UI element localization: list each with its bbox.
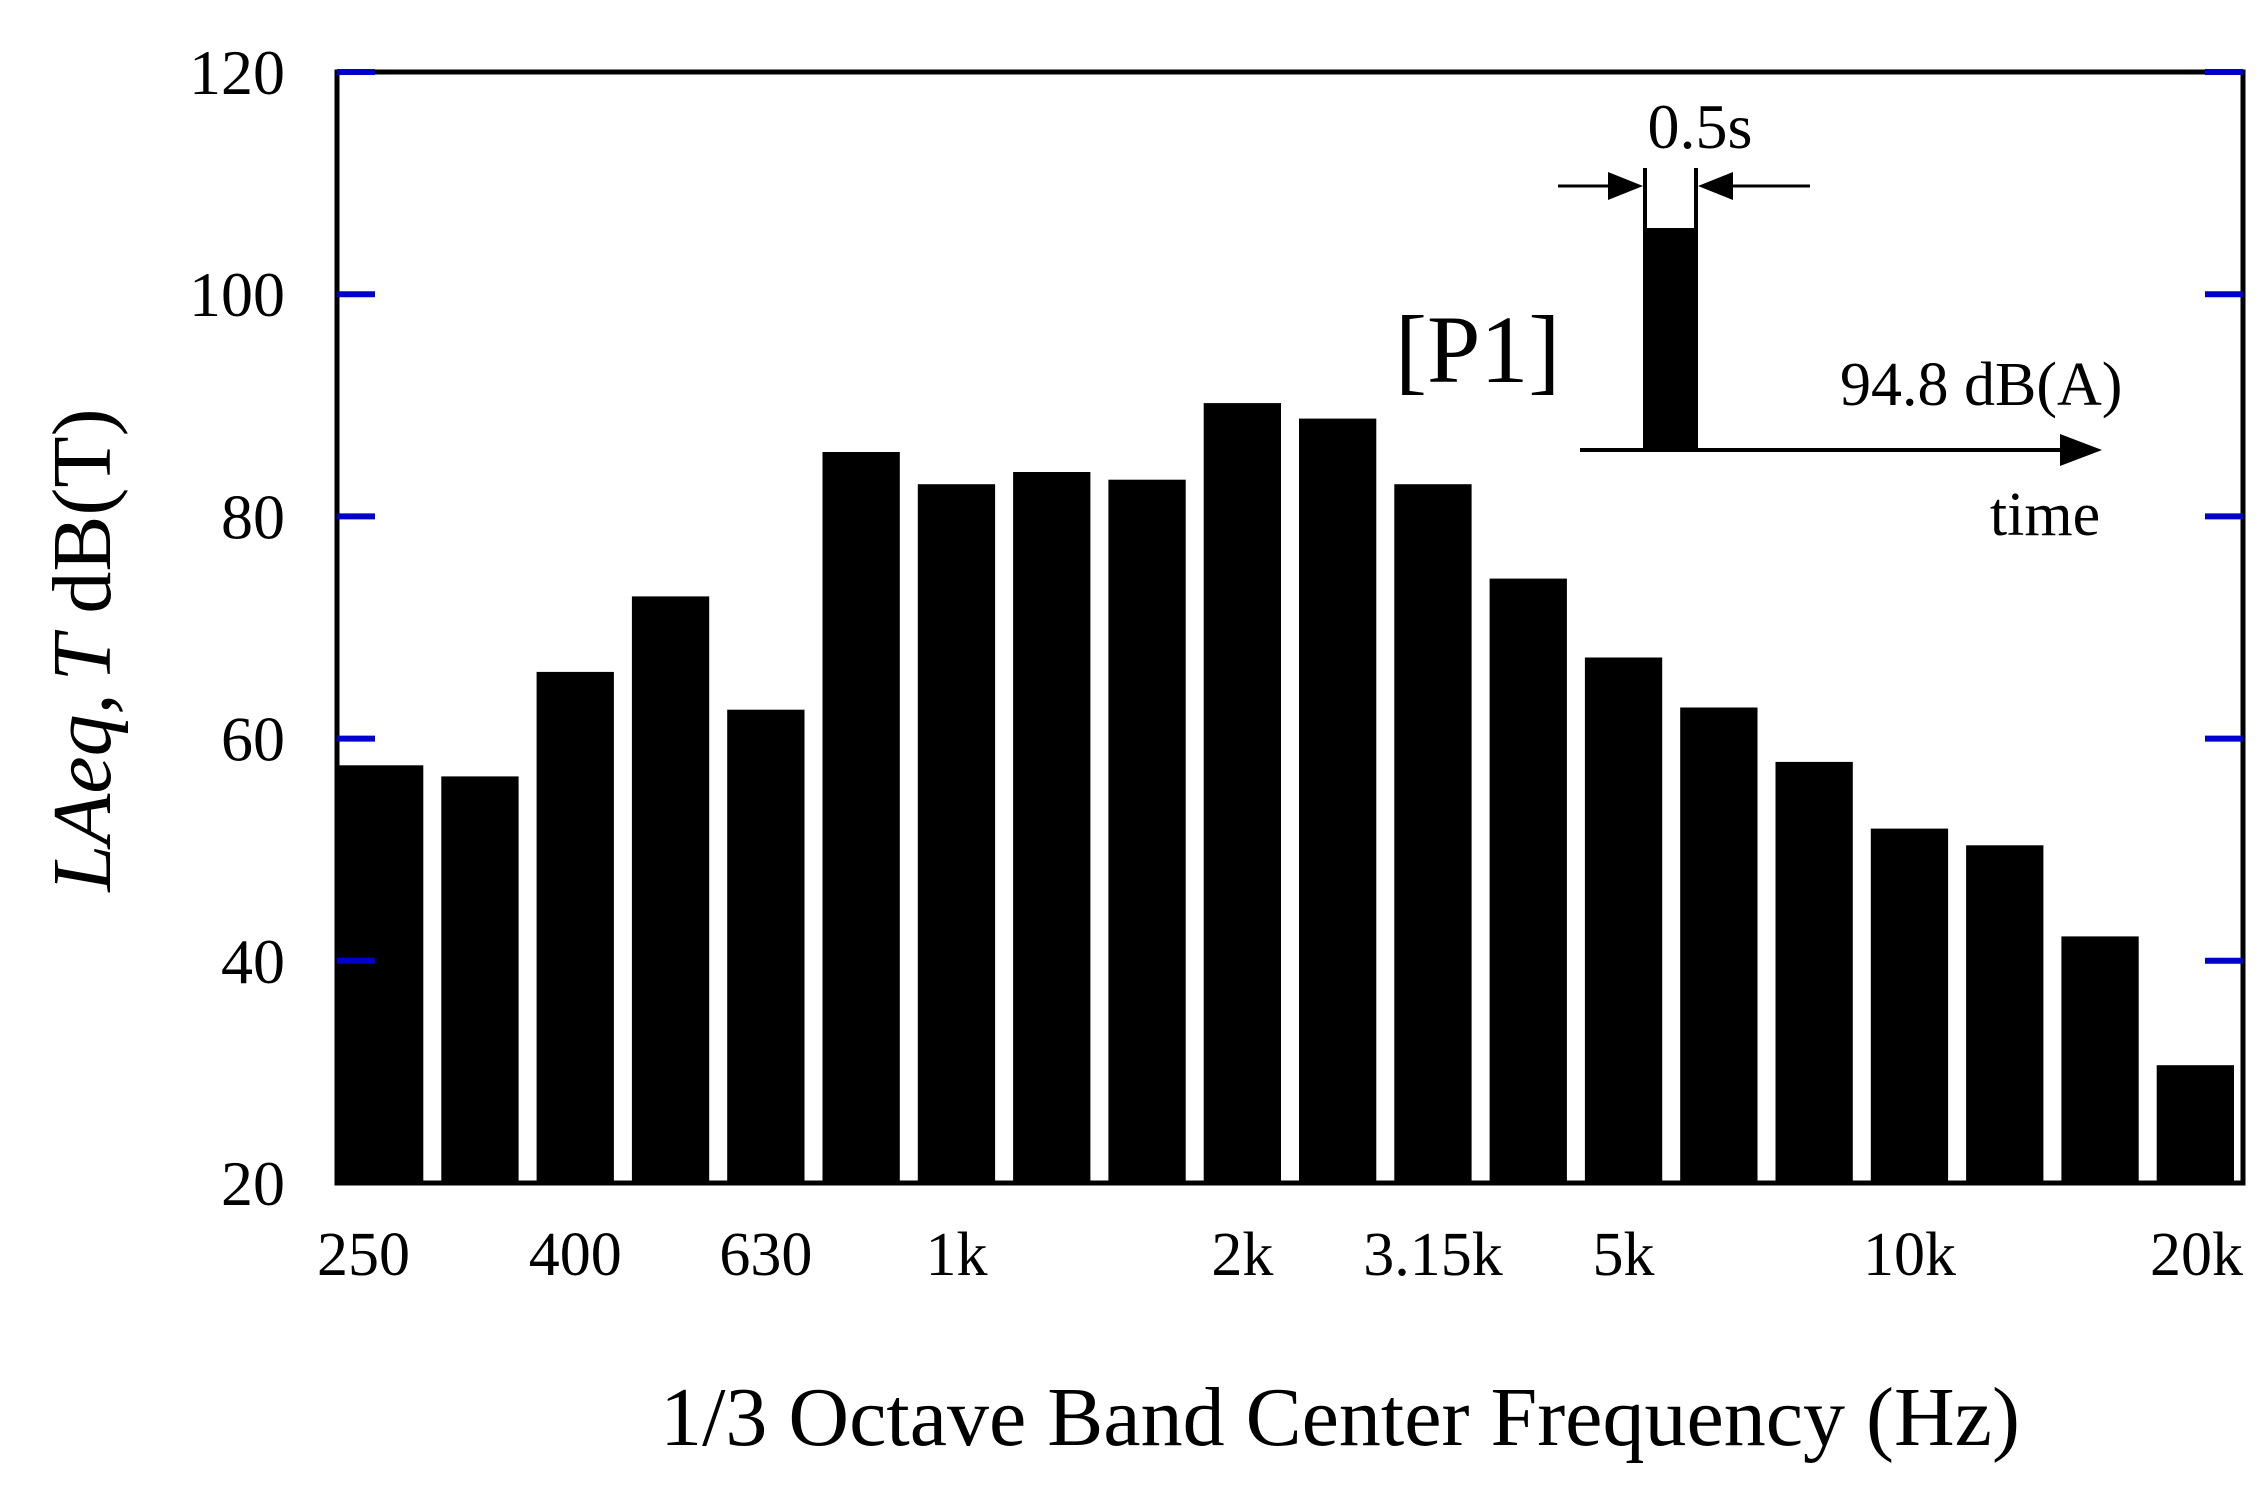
y-tick-label-120: 120 (189, 37, 285, 108)
arrow-right-head (1698, 172, 1733, 200)
y-tick-label-80: 80 (221, 481, 285, 552)
y-axis-title: LAeq, T dB(T) (36, 408, 129, 892)
x-tick-label-20k: 20k (2150, 1221, 2243, 1289)
x-tick-label-3.15k: 3.15k (1363, 1221, 1503, 1289)
x-tick-label-2k: 2k (1211, 1221, 1273, 1289)
bar-8k (1775, 761, 1853, 1183)
x-tick-label-400: 400 (529, 1221, 622, 1289)
y-ticks-group: 20 40 60 80 100 120 (189, 37, 2243, 1219)
x-tick-label-5k: 5k (1593, 1221, 1655, 1289)
y-axis-title-main: LAeq, (36, 693, 129, 892)
bar-800 (822, 452, 900, 1183)
y-tick-label-60: 60 (221, 704, 285, 775)
bar-5k (1584, 657, 1663, 1183)
bar-500 (631, 596, 710, 1183)
arrow-left-head (1608, 172, 1643, 200)
x-axis-title: 1/3 Octave Band Center Frequency (Hz) (660, 1371, 2020, 1464)
bar-1.6k (1108, 479, 1186, 1183)
bar-400 (536, 671, 614, 1183)
bar-16k (2061, 936, 2139, 1183)
x-tick-label-250: 250 (317, 1221, 410, 1289)
inset-label: [P1] (1395, 296, 1560, 403)
x-tick-label-10k: 10k (1863, 1221, 1956, 1289)
y-tick-label-20: 20 (221, 1148, 285, 1219)
bar-4k (1489, 578, 1567, 1183)
pulse-bar (1643, 228, 1698, 448)
plot-frame (334, 69, 2246, 1186)
bar-315 (441, 776, 519, 1183)
y-tick-label-40: 40 (221, 926, 285, 997)
x-ticks-group: 250 400 630 1k 2k 3.15k 5k 10k 20k (317, 1221, 2243, 1289)
y-tick-label-100: 100 (189, 259, 285, 330)
time-axis-label: time (1990, 481, 2100, 549)
level-label: 94.8 dB(A) (1840, 351, 2122, 419)
y-axis-title-unit: dB(T) (36, 408, 129, 634)
bar-6.3k (1680, 707, 1758, 1183)
x-tick-label-630: 630 (719, 1221, 812, 1289)
y-axis-title-t: T (36, 629, 129, 681)
bar-1k (917, 484, 996, 1183)
bar-20k (2156, 1065, 2234, 1183)
bar-2.5k (1299, 418, 1377, 1184)
duration-label: 0.5s (1648, 91, 1753, 162)
pulse-inset: [P1] 0.5s 94.8 dB(A) time (1395, 91, 2122, 549)
bar-3.15k (1394, 484, 1472, 1183)
bars-group (337, 403, 2234, 1184)
bar-10k (1870, 828, 1949, 1183)
bar-250 (337, 765, 424, 1183)
x-tick-label-1k: 1k (925, 1221, 987, 1289)
bar-12.5k (1966, 845, 2044, 1183)
time-axis-arrow-icon (2060, 434, 2102, 466)
bar-1.25k (1013, 472, 1091, 1183)
bar-2k (1203, 403, 1281, 1184)
bar-630 (727, 709, 805, 1183)
